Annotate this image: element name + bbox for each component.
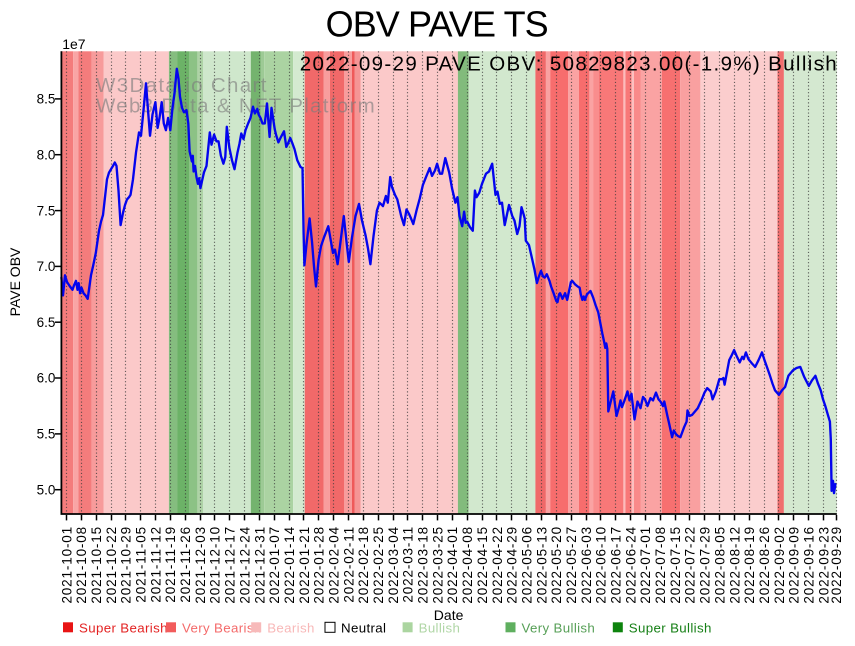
svg-text:Web3 Data & NFT Platform: Web3 Data & NFT Platform xyxy=(96,95,376,118)
svg-text:2022-08-12: 2022-08-12 xyxy=(727,526,742,604)
svg-text:2021-12-03: 2021-12-03 xyxy=(193,526,208,604)
svg-text:2021-10-08: 2021-10-08 xyxy=(74,526,89,604)
svg-text:8.5: 8.5 xyxy=(37,92,56,107)
svg-text:2022-07-08: 2022-07-08 xyxy=(653,526,668,604)
svg-text:2022-04-22: 2022-04-22 xyxy=(490,526,505,604)
svg-text:2022-09-16: 2022-09-16 xyxy=(802,526,817,604)
svg-text:2022-06-24: 2022-06-24 xyxy=(623,526,638,604)
svg-text:2022-01-14: 2022-01-14 xyxy=(282,526,297,604)
svg-text:2022-07-22: 2022-07-22 xyxy=(683,526,698,604)
svg-text:2022-06-10: 2022-06-10 xyxy=(594,526,609,604)
svg-text:2022-08-05: 2022-08-05 xyxy=(712,526,727,604)
svg-text:2022-04-29: 2022-04-29 xyxy=(505,526,520,604)
svg-text:2022-04-15: 2022-04-15 xyxy=(475,526,490,604)
svg-text:2021-10-15: 2021-10-15 xyxy=(89,526,104,604)
svg-text:2022-07-29: 2022-07-29 xyxy=(698,526,713,604)
svg-text:Bearish: Bearish xyxy=(267,620,315,635)
svg-text:2022-01-21: 2022-01-21 xyxy=(297,526,312,604)
svg-text:Date: Date xyxy=(434,607,464,623)
svg-text:2021-12-31: 2021-12-31 xyxy=(252,526,267,604)
svg-text:6.5: 6.5 xyxy=(37,315,56,330)
svg-text:5.5: 5.5 xyxy=(37,427,56,442)
svg-text:2021-11-05: 2021-11-05 xyxy=(134,526,149,603)
svg-text:W3Data.io Chart: W3Data.io Chart xyxy=(96,74,268,97)
svg-text:2022-09-09: 2022-09-09 xyxy=(787,526,802,604)
svg-text:Super Bearish: Super Bearish xyxy=(79,620,168,635)
svg-text:2022-02-04: 2022-02-04 xyxy=(327,526,342,604)
svg-text:2022-09-02: 2022-09-02 xyxy=(772,526,787,604)
svg-text:Bullish: Bullish xyxy=(419,620,461,635)
svg-text:2021-11-26: 2021-11-26 xyxy=(178,526,193,603)
svg-text:PAVE OBV: PAVE OBV xyxy=(7,247,23,316)
svg-text:Very Bullish: Very Bullish xyxy=(522,620,596,635)
svg-text:2021-12-10: 2021-12-10 xyxy=(208,526,223,604)
svg-text:2022-05-06: 2022-05-06 xyxy=(519,526,534,604)
svg-text:OBV PAVE TS: OBV PAVE TS xyxy=(326,4,548,45)
svg-text:2022-05-27: 2022-05-27 xyxy=(564,526,579,604)
svg-text:2022-04-01: 2022-04-01 xyxy=(445,526,460,604)
svg-text:2021-12-17: 2021-12-17 xyxy=(223,526,238,604)
svg-text:2022-05-13: 2022-05-13 xyxy=(534,526,549,604)
svg-text:2022-04-08: 2022-04-08 xyxy=(460,526,475,604)
svg-text:2021-12-24: 2021-12-24 xyxy=(237,526,252,604)
svg-text:8.0: 8.0 xyxy=(37,147,56,162)
svg-text:2022-02-18: 2022-02-18 xyxy=(356,526,371,604)
svg-text:2022-09-29 PAVE OBV: 50829823.: 2022-09-29 PAVE OBV: 50829823.00(-1.9%) … xyxy=(300,53,838,76)
svg-text:2022-07-01: 2022-07-01 xyxy=(638,526,653,604)
svg-text:6.0: 6.0 xyxy=(37,371,56,386)
svg-text:2022-09-23: 2022-09-23 xyxy=(816,526,831,604)
svg-text:2022-08-19: 2022-08-19 xyxy=(742,526,757,604)
svg-text:2021-11-19: 2021-11-19 xyxy=(163,526,178,603)
svg-text:Super Bullish: Super Bullish xyxy=(629,620,712,635)
svg-text:1e7: 1e7 xyxy=(62,36,86,52)
svg-text:2022-07-15: 2022-07-15 xyxy=(668,526,683,604)
svg-text:2022-03-18: 2022-03-18 xyxy=(416,526,431,604)
svg-text:2022-05-20: 2022-05-20 xyxy=(549,526,564,604)
svg-text:2021-10-22: 2021-10-22 xyxy=(104,526,119,604)
svg-text:2021-10-29: 2021-10-29 xyxy=(119,526,134,604)
svg-text:7.0: 7.0 xyxy=(37,259,56,274)
svg-text:2022-09-29: 2022-09-29 xyxy=(829,526,844,604)
svg-text:2021-11-12: 2021-11-12 xyxy=(148,526,163,603)
svg-text:2022-06-17: 2022-06-17 xyxy=(609,526,624,604)
svg-text:2021-10-01: 2021-10-01 xyxy=(59,526,74,604)
svg-text:2022-03-25: 2022-03-25 xyxy=(430,526,445,604)
svg-text:2022-06-03: 2022-06-03 xyxy=(579,526,594,604)
svg-text:7.5: 7.5 xyxy=(37,203,56,218)
svg-text:2022-03-11: 2022-03-11 xyxy=(401,526,416,603)
svg-text:2022-08-26: 2022-08-26 xyxy=(757,526,772,604)
svg-text:2022-02-11: 2022-02-11 xyxy=(341,526,356,603)
svg-text:2022-01-28: 2022-01-28 xyxy=(312,526,327,604)
svg-text:5.0: 5.0 xyxy=(37,482,56,497)
svg-text:2022-02-25: 2022-02-25 xyxy=(371,526,386,604)
svg-text:2022-01-07: 2022-01-07 xyxy=(267,526,282,604)
svg-text:Neutral: Neutral xyxy=(341,620,386,635)
svg-text:2022-03-04: 2022-03-04 xyxy=(386,526,401,604)
svg-text:Very Bearish: Very Bearish xyxy=(182,620,262,635)
